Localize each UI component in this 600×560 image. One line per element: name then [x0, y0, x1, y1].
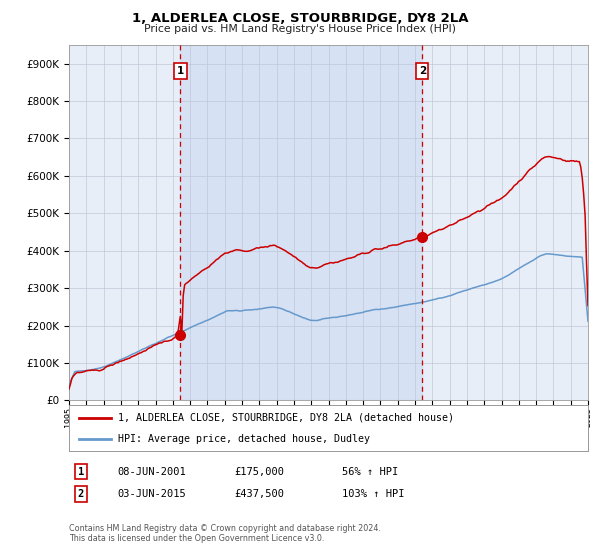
Text: £437,500: £437,500: [234, 489, 284, 499]
Text: 1: 1: [177, 66, 184, 76]
Text: 103% ↑ HPI: 103% ↑ HPI: [342, 489, 404, 499]
Bar: [181, 45, 422, 400]
Text: This data is licensed under the Open Government Licence v3.0.: This data is licensed under the Open Gov…: [69, 534, 325, 543]
Text: £175,000: £175,000: [234, 466, 284, 477]
Text: 2: 2: [419, 66, 426, 76]
Text: 1, ALDERLEA CLOSE, STOURBRIDGE, DY8 2LA: 1, ALDERLEA CLOSE, STOURBRIDGE, DY8 2LA: [132, 12, 468, 25]
Text: 08-JUN-2001: 08-JUN-2001: [117, 466, 186, 477]
Text: 1: 1: [78, 466, 84, 477]
Text: Contains HM Land Registry data © Crown copyright and database right 2024.: Contains HM Land Registry data © Crown c…: [69, 524, 381, 533]
Text: 03-JUN-2015: 03-JUN-2015: [117, 489, 186, 499]
Text: HPI: Average price, detached house, Dudley: HPI: Average price, detached house, Dudl…: [118, 435, 370, 444]
Text: Price paid vs. HM Land Registry's House Price Index (HPI): Price paid vs. HM Land Registry's House …: [144, 24, 456, 34]
Text: 1, ALDERLEA CLOSE, STOURBRIDGE, DY8 2LA (detached house): 1, ALDERLEA CLOSE, STOURBRIDGE, DY8 2LA …: [118, 413, 454, 423]
Text: 2: 2: [78, 489, 84, 499]
Text: 56% ↑ HPI: 56% ↑ HPI: [342, 466, 398, 477]
